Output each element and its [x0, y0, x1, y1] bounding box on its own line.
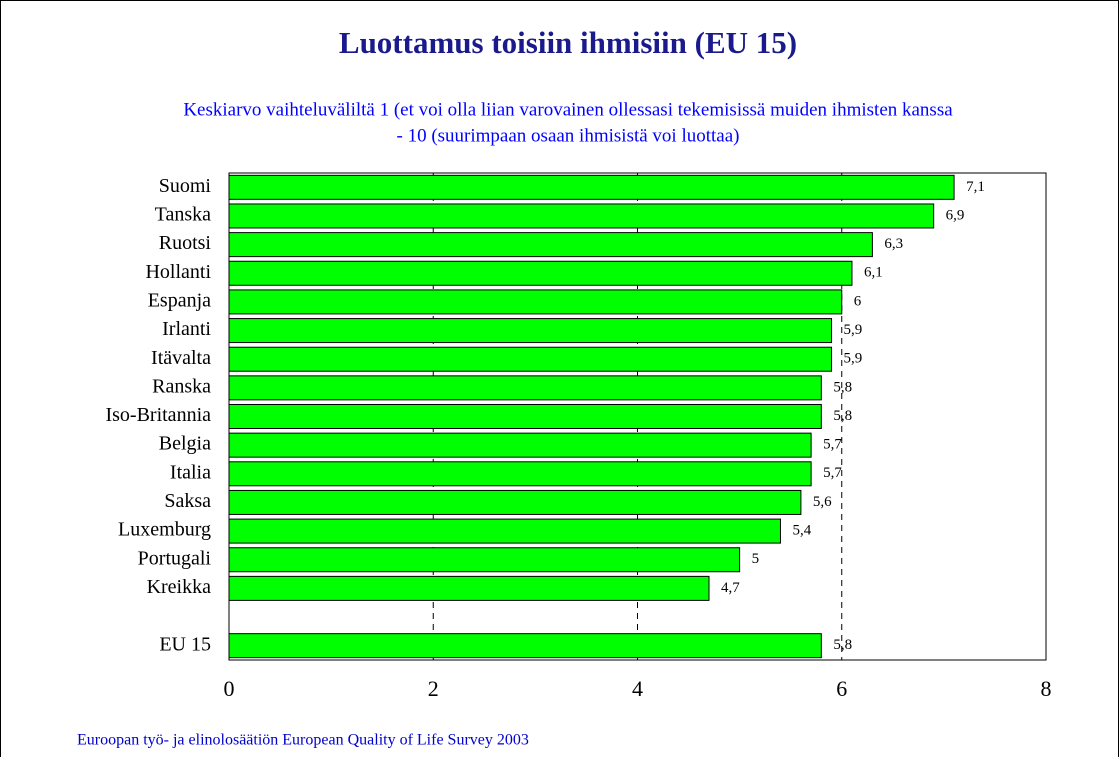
x-tick-label: 0	[224, 676, 235, 701]
value-label: 5,9	[844, 322, 863, 338]
bar	[228, 289, 843, 315]
y-tick-label: Hollanti	[145, 261, 211, 283]
y-tick-label: Ranska	[152, 375, 211, 397]
value-label: 7,1	[966, 179, 985, 195]
y-tick-label: Luxemburg	[118, 519, 211, 541]
bar	[228, 232, 873, 258]
y-tick-label: Ruotsi	[159, 232, 212, 254]
bar	[228, 489, 802, 515]
value-label: 5,8	[833, 379, 852, 395]
value-label: 5	[752, 551, 760, 567]
subtitle: - 10 (suurimpaan osaan ihmisistä voi luo…	[397, 125, 740, 146]
y-tick-label: Espanja	[148, 290, 211, 312]
value-label: 5,9	[844, 351, 863, 367]
value-label: 6,1	[864, 265, 883, 281]
x-tick-label: 6	[836, 676, 847, 701]
value-label: 6,3	[884, 236, 903, 252]
x-tick-label: 8	[1041, 676, 1052, 701]
bar	[228, 432, 812, 458]
y-tick-label: Irlanti	[162, 318, 211, 340]
bar	[228, 318, 833, 344]
subtitle: Keskiarvo vaihteluväliltä 1 (et voi olla…	[183, 99, 953, 120]
x-tick-label: 2	[428, 676, 439, 701]
bar	[228, 633, 822, 659]
y-tick-label: Belgia	[159, 433, 211, 455]
bar	[228, 404, 822, 429]
source: Euroopan työ- ja elinolosäätiön European…	[77, 732, 529, 749]
value-label: 4,7	[721, 580, 740, 596]
bar	[228, 346, 833, 372]
y-tick-label: EU 15	[159, 633, 211, 655]
chart-title: Luottamus toisiin ihmisiin (EU 15)	[339, 25, 797, 60]
y-tick-label: Itävalta	[151, 347, 211, 369]
value-label: 5,8	[833, 408, 852, 424]
bar	[228, 203, 935, 229]
y-tick-label: Portugali	[138, 547, 212, 569]
y-tick-label: Tanska	[155, 204, 211, 226]
value-label: 6,9	[946, 207, 965, 223]
value-label: 5,8	[833, 637, 852, 653]
y-tick-label: Kreikka	[147, 576, 212, 598]
value-label: 5,6	[813, 494, 832, 510]
bar	[228, 461, 812, 487]
bar	[228, 375, 822, 401]
value-label: 5,7	[823, 437, 842, 453]
bar	[228, 260, 853, 286]
bar	[228, 575, 710, 601]
bar	[228, 547, 741, 573]
y-tick-label: Suomi	[159, 175, 212, 197]
y-tick-label: Iso-Britannia	[105, 404, 211, 426]
bar	[228, 174, 955, 200]
bar	[228, 518, 781, 544]
value-label: 5,7	[823, 465, 842, 481]
value-label: 6	[854, 293, 862, 309]
y-tick-label: Saksa	[164, 490, 211, 512]
x-tick-label: 4	[632, 676, 643, 701]
y-tick-label: Italia	[170, 461, 211, 483]
value-label: 5,4	[792, 523, 811, 539]
